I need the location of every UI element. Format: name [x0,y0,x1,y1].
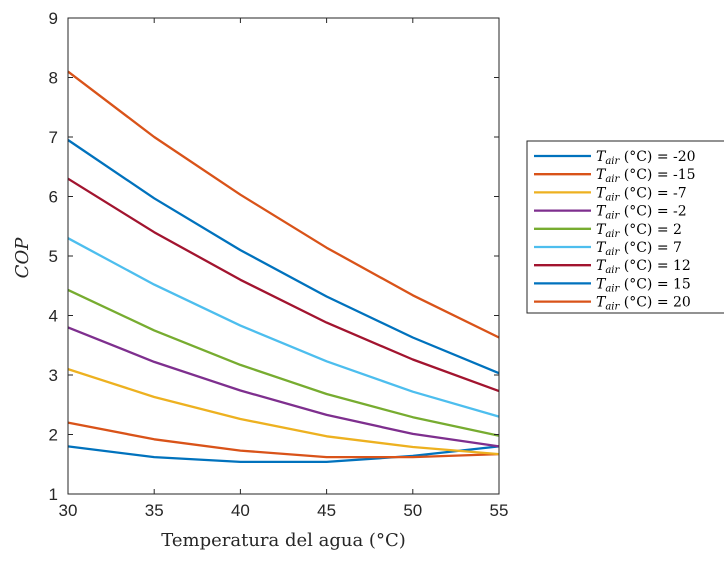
series-line [67,445,500,464]
x-tick-label: 55 [490,501,509,520]
x-tick-label: 35 [145,501,164,520]
series-line [67,421,500,459]
y-tick-label: 7 [49,128,58,147]
y-tick-label: 4 [49,307,58,326]
series-line [67,139,500,375]
y-tick-label: 2 [49,426,58,445]
series-line [67,326,500,448]
legend-label: Tair (°C) = 2 [596,222,682,240]
x-tick-label: 30 [59,501,78,520]
y-axis-label: COP [12,237,33,279]
x-tick-label: 45 [317,501,336,520]
legend-label: Tair (°C) = -7 [596,185,687,203]
x-tick-label: 40 [231,501,250,520]
y-tick-label: 8 [49,69,58,88]
y-tick-label: 9 [49,9,58,28]
x-axis-label: Temperatura del agua (°C) [161,530,406,551]
y-tick-label: 3 [49,366,58,385]
legend-label: Tair (°C) = 20 [596,295,691,313]
x-tick-label: 50 [403,501,422,520]
series-line [67,237,500,418]
series-line [67,70,500,339]
plot-lines [67,70,500,464]
legend-label: Tair (°C) = -20 [596,149,696,167]
y-axis: 1 2 3 4 5 6 7 8 9 [49,9,499,504]
legend-label: Tair (°C) = -15 [596,167,696,185]
series-line [67,177,500,393]
series-line [67,288,500,437]
legend-label: Tair (°C) = 7 [596,240,682,258]
legend-label: Tair (°C) = -2 [596,204,687,222]
legend-label: Tair (°C) = 12 [596,258,691,276]
legend-label: Tair (°C) = 15 [596,276,691,294]
series-line [67,368,500,456]
y-tick-label: 1 [49,485,58,504]
x-axis: 30 35 40 45 50 55 [59,18,509,520]
y-tick-label: 6 [49,188,58,207]
y-tick-label: 5 [49,247,58,266]
